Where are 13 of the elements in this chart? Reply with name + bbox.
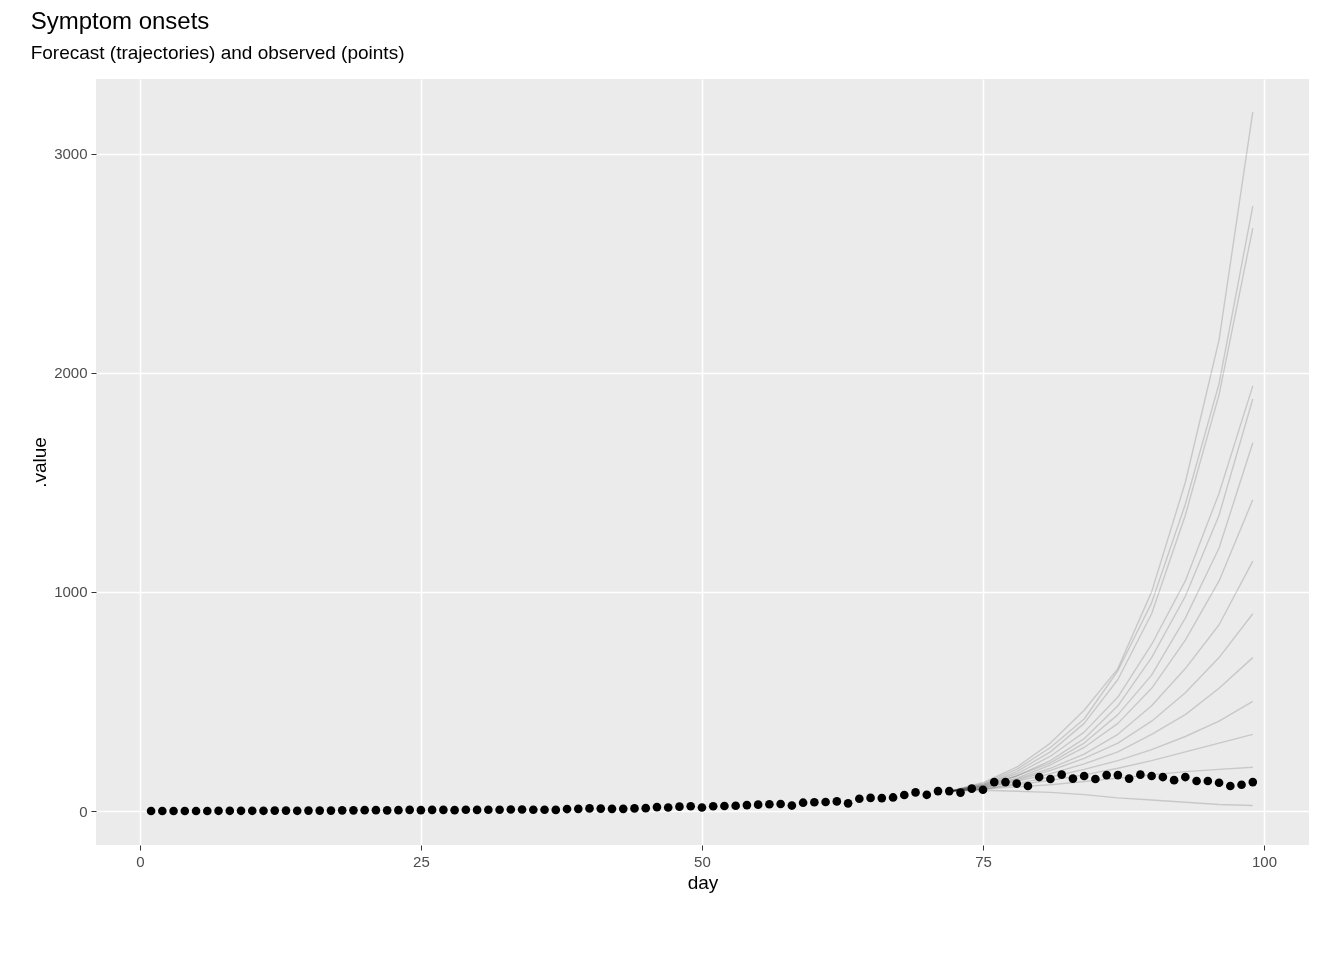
y-axis-title: .value	[29, 437, 51, 488]
chart-subtitle: Forecast (trajectories) and observed (points)	[30, 42, 405, 63]
x-tick-label: 50	[694, 852, 711, 870]
x-tick-label: 25	[413, 852, 430, 870]
y-tick-label: 0	[79, 802, 88, 820]
x-tick-label: 100	[1252, 852, 1278, 870]
y-tick-label: 2000	[54, 364, 88, 382]
x-tick-label: 0	[136, 852, 145, 870]
chart-title: Symptom onsets	[30, 7, 210, 34]
x-tick-label: 75	[975, 852, 992, 870]
x-axis-title: day	[687, 871, 719, 893]
y-tick-label: 3000	[54, 145, 88, 163]
y-tick-label: 1000	[54, 583, 88, 601]
